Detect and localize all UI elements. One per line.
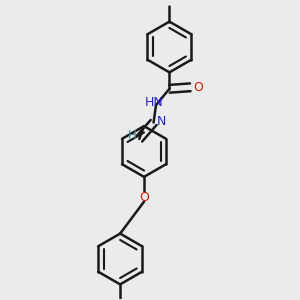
Text: O: O [194,81,204,94]
Text: N: N [156,115,166,128]
Text: HN: HN [145,96,164,109]
Text: O: O [140,191,150,204]
Text: H: H [128,129,137,142]
